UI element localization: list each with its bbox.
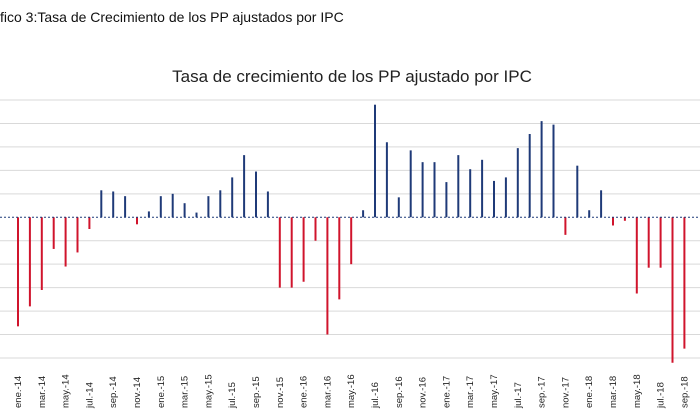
x-tick-label: may.-14 (61, 374, 72, 408)
x-tick-label: may.-15 (203, 374, 214, 408)
x-tick-label: ene.-16 (299, 376, 310, 408)
x-tick-label: nov.-14 (132, 377, 143, 408)
x-tick-label: jul.-15 (227, 382, 238, 409)
figure-caption: fico 3:Tasa de Crecimiento de los PP aju… (0, 9, 344, 25)
x-tick-label: mar.-14 (37, 376, 48, 408)
x-tick-label: may.-16 (346, 374, 357, 408)
x-axis-ticks: ene.-14 mar.-14 may.-14 jul.-14 sep.-14 nov.-… (13, 374, 690, 409)
x-tick-label: nov.-16 (418, 377, 429, 408)
x-tick-label: jul.-17 (513, 382, 524, 409)
x-tick-label: mar.-16 (322, 376, 333, 408)
grid-lines (0, 99, 700, 359)
x-tick-label: sep.-16 (394, 376, 405, 408)
x-tick-label: ene.-17 (441, 376, 452, 408)
x-tick-label: jul.-16 (370, 382, 381, 409)
x-tick-label: jul.-14 (84, 382, 95, 409)
x-tick-label: may.-17 (489, 374, 500, 408)
x-tick-label: ene.-18 (584, 376, 595, 408)
x-tick-label: mar.-18 (608, 376, 619, 408)
x-tick-label: mar.-15 (180, 376, 191, 408)
bars (17, 104, 686, 363)
x-tick-label: jul.-18 (656, 382, 667, 409)
x-tick-label: may.-18 (632, 374, 643, 408)
x-tick-label: sep.-17 (537, 376, 548, 408)
x-tick-label: sep.-14 (108, 376, 119, 408)
x-tick-label: mar.-17 (465, 376, 476, 408)
x-tick-label: nov.-15 (275, 377, 286, 408)
x-tick-label: ene.-15 (156, 376, 167, 408)
chart-title: Tasa de crecimiento de los PP ajustado p… (172, 67, 532, 86)
x-tick-label: sep.-18 (679, 376, 690, 408)
x-tick-label: ene.-14 (13, 376, 24, 408)
x-tick-label: nov.-17 (560, 377, 571, 408)
x-tick-label: sep.-15 (251, 376, 262, 408)
